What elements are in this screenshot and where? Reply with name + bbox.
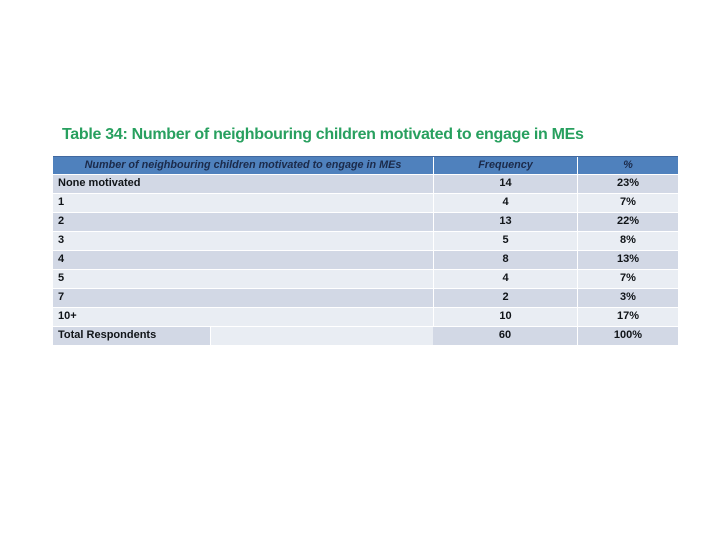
row-percent: 22% <box>577 213 678 231</box>
row-label: 1 <box>53 194 433 212</box>
row-frequency: 4 <box>433 270 577 288</box>
data-table: Number of neighbouring children motivate… <box>53 156 678 346</box>
table-row: 10+ 10 17% <box>53 308 678 327</box>
row-frequency: 5 <box>433 232 577 250</box>
table-row: 7 2 3% <box>53 289 678 308</box>
table-row: 4 8 13% <box>53 251 678 270</box>
row-frequency: 10 <box>433 308 577 326</box>
table-row: 2 13 22% <box>53 213 678 232</box>
row-frequency: 2 <box>433 289 577 307</box>
row-percent: 8% <box>577 232 678 250</box>
row-label: 7 <box>53 289 433 307</box>
table-row: 1 4 7% <box>53 194 678 213</box>
table-total-row: Total Respondents 60 100% <box>53 327 678 346</box>
row-frequency: 8 <box>433 251 577 269</box>
table-header-row: Number of neighbouring children motivate… <box>53 156 678 175</box>
row-label: 3 <box>53 232 433 250</box>
total-frequency: 60 <box>433 327 577 345</box>
row-percent: 17% <box>577 308 678 326</box>
row-frequency: 14 <box>433 175 577 193</box>
row-label: 2 <box>53 213 433 231</box>
row-label: 10+ <box>53 308 433 326</box>
table-row: None motivated 14 23% <box>53 175 678 194</box>
row-label: None motivated <box>53 175 433 193</box>
row-frequency: 4 <box>433 194 577 212</box>
row-percent: 13% <box>577 251 678 269</box>
total-spacer-cell <box>210 327 433 345</box>
row-percent: 7% <box>577 270 678 288</box>
total-label: Total Respondents <box>53 327 210 345</box>
table-caption: Table 34: Number of neighbouring childre… <box>62 126 584 143</box>
table-row: 5 4 7% <box>53 270 678 289</box>
table-row: 3 5 8% <box>53 232 678 251</box>
row-label: 5 <box>53 270 433 288</box>
row-label: 4 <box>53 251 433 269</box>
header-percent-column: % <box>577 157 678 174</box>
row-percent: 3% <box>577 289 678 307</box>
row-percent: 7% <box>577 194 678 212</box>
row-frequency: 13 <box>433 213 577 231</box>
header-label-column: Number of neighbouring children motivate… <box>53 157 433 174</box>
header-frequency-column: Frequency <box>433 157 577 174</box>
row-percent: 23% <box>577 175 678 193</box>
total-percent: 100% <box>577 327 678 345</box>
